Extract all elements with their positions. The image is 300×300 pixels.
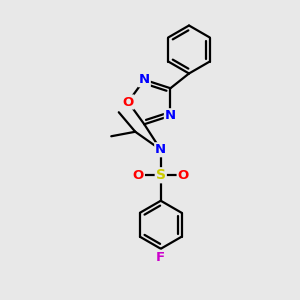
Text: N: N: [165, 109, 176, 122]
Text: S: S: [156, 168, 166, 182]
Text: O: O: [133, 169, 144, 182]
Text: N: N: [155, 143, 166, 156]
Text: F: F: [156, 251, 165, 264]
Text: O: O: [178, 169, 189, 182]
Text: N: N: [139, 73, 150, 86]
Text: O: O: [122, 95, 134, 109]
